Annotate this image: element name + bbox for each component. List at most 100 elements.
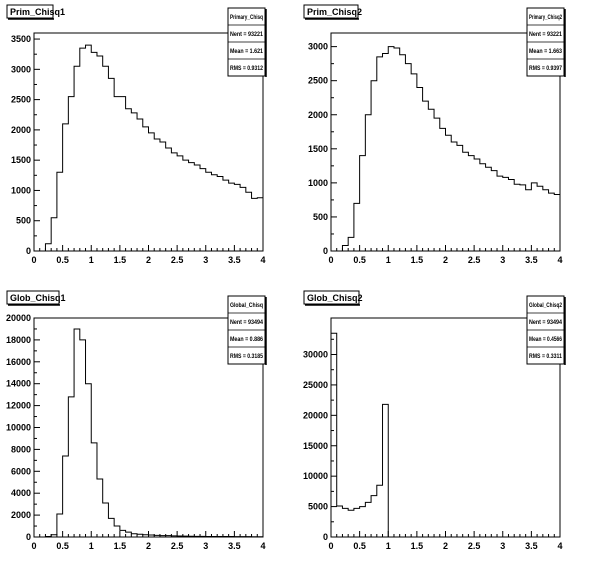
histogram-title: Prim_Chisq1 [10, 7, 65, 17]
histogram-bin [86, 384, 92, 537]
stats-entries: Nent = 93221 [529, 31, 562, 38]
histogram-bin [80, 340, 86, 537]
x-tick-label: 3.5 [525, 541, 538, 551]
stats-rms: RMS = 0.3185 [230, 353, 263, 360]
x-tick-label: 1.5 [114, 255, 127, 265]
x-tick-label: 2.5 [171, 541, 184, 551]
x-tick-label: 3.5 [525, 255, 538, 265]
x-tick-label: 1 [89, 541, 94, 551]
histogram-bin [348, 237, 354, 251]
histogram-bin [383, 404, 389, 537]
histogram-bin [365, 115, 371, 251]
histogram-bin [103, 503, 109, 537]
histogram-bin [126, 532, 132, 537]
x-tick-label: 3.5 [228, 541, 241, 551]
stats-mean: Mean = 1.621 [230, 48, 263, 55]
histogram-bin [497, 176, 503, 251]
stats-name: Global_Chisq2 [529, 302, 562, 309]
y-tick-label: 0 [26, 246, 31, 256]
histogram-bin [508, 179, 514, 251]
histogram-bin [371, 81, 377, 251]
x-tick-label: 1.5 [411, 255, 424, 265]
y-tick-label: 20000 [6, 313, 31, 323]
histogram-bin [108, 78, 114, 251]
histogram-bin [365, 502, 371, 537]
histogram-bin [554, 194, 560, 251]
histogram-bin [434, 118, 440, 251]
histogram-bin [108, 518, 114, 537]
y-tick-label: 2000 [308, 110, 328, 120]
histogram-bin [342, 508, 348, 537]
histogram-bin [91, 443, 97, 537]
y-tick-label: 1000 [11, 185, 31, 195]
x-tick-label: 0 [31, 255, 36, 265]
y-tick-label: 500 [16, 216, 31, 226]
histogram-panel-3: 0 0.5 1 1.5 2 2.5 3 3.5 4 0 2000 4000 6000 8000 10000 1… [6, 290, 267, 551]
histogram-bin [520, 185, 526, 251]
histogram-bin [474, 159, 480, 251]
x-tick-label: 0 [328, 255, 333, 265]
y-tick-label: 12000 [6, 401, 31, 411]
histogram-bin [211, 175, 217, 251]
histogram-bin [229, 183, 235, 251]
x-tick-label: 4 [557, 541, 562, 551]
x-tick-label: 3 [203, 255, 208, 265]
x-tick-label: 0 [328, 541, 333, 551]
stats-mean: Mean = 0.4566 [529, 336, 562, 343]
histogram-bin [342, 246, 348, 251]
y-tick-label: 2000 [11, 125, 31, 135]
histogram-bin [360, 507, 366, 537]
histogram-bin [143, 127, 149, 251]
histogram-bin [360, 156, 366, 251]
x-tick-label: 1 [386, 255, 391, 265]
y-tick-label: 2500 [308, 76, 328, 86]
stats-name: Primary_Chisq [230, 14, 263, 21]
x-tick-label: 4 [557, 255, 562, 265]
histogram-bin [177, 156, 183, 251]
histogram-bin [194, 165, 200, 251]
x-tick-label: 1 [386, 541, 391, 551]
histogram-bin [103, 66, 109, 251]
histogram-bin [457, 145, 463, 251]
histogram-title: Glob_Chisq1 [10, 293, 66, 303]
histogram-bin [543, 190, 549, 251]
y-tick-label: 1500 [11, 155, 31, 165]
histogram-bin [217, 177, 223, 251]
histogram-bin [68, 397, 74, 537]
x-tick-label: 3.5 [228, 255, 241, 265]
y-tick-label: 14000 [6, 379, 31, 389]
x-tick-label: 3 [500, 255, 505, 265]
histogram-bin [526, 190, 532, 251]
stats-name: Primary_Chisq2 [529, 14, 562, 21]
y-tick-label: 0 [26, 532, 31, 542]
x-tick-label: 2.5 [468, 255, 481, 265]
y-tick-label: 8000 [11, 444, 31, 454]
histogram-bin [120, 97, 126, 251]
histogram-bin [440, 128, 446, 251]
x-tick-label: 3 [203, 541, 208, 551]
histogram-bin [480, 164, 486, 251]
histogram-bin [86, 45, 92, 251]
histogram-bin [200, 169, 206, 251]
histogram-bin [74, 329, 80, 537]
y-tick-label: 5000 [308, 502, 328, 512]
histogram-bin [154, 139, 160, 251]
histogram-bin [74, 66, 80, 251]
histogram-bin [252, 198, 258, 251]
histogram-bin [354, 203, 360, 251]
histogram-bin [514, 184, 520, 251]
histogram-bin [411, 74, 417, 251]
stats-rms: RMS = 0.9312 [230, 65, 263, 72]
histogram-bin [68, 97, 74, 251]
x-tick-label: 2 [146, 255, 151, 265]
title-box [303, 4, 359, 19]
x-tick-label: 0.5 [56, 541, 69, 551]
y-tick-label: 3000 [308, 42, 328, 52]
y-tick-label: 0 [323, 532, 328, 542]
stats-rms: RMS = 0.3311 [529, 353, 562, 360]
histogram-panel-2: 0 0.5 1 1.5 2 2.5 3 3.5 4 0 500 1000 1500 2000 2500 300… [303, 4, 566, 265]
title-box [303, 290, 360, 305]
y-tick-label: 30000 [303, 350, 328, 360]
stats-entries: Nent = 93221 [230, 31, 263, 38]
histogram-bin [120, 530, 126, 537]
